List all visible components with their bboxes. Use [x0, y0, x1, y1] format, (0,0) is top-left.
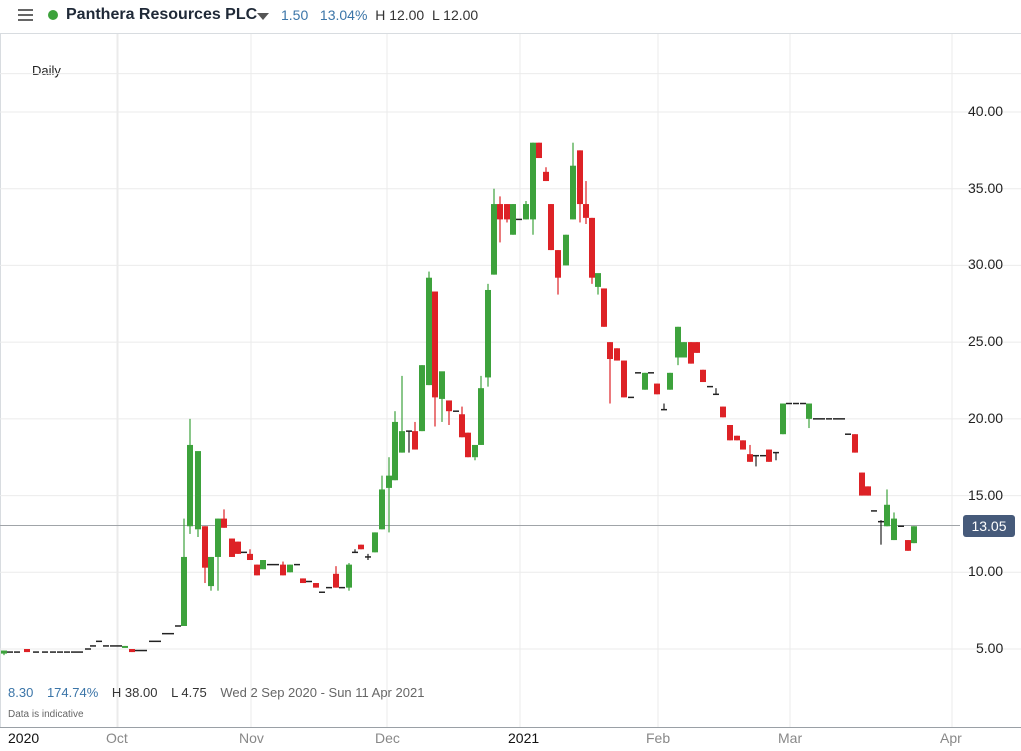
- period-change: 8.30: [8, 685, 34, 700]
- x-axis-label: Dec: [375, 730, 400, 746]
- y-axis-label: 5.00: [976, 640, 1004, 656]
- y-axis-label: 10.00: [968, 563, 1004, 580]
- header-stats: 1.50 13.04% H 12.00 L 12.00: [281, 7, 478, 23]
- x-axis[interactable]: 2020 Oct Nov Dec 2021 Feb Mar Apr: [0, 727, 1021, 751]
- y-axis-label: 15.00: [968, 486, 1004, 503]
- header-change: 1.50: [281, 7, 309, 23]
- x-axis-label: 2021: [508, 730, 540, 746]
- y-axis-label: 20.00: [968, 409, 1004, 426]
- instrument-dropdown-caret-icon[interactable]: [257, 13, 269, 20]
- last-price-tag: 13.05: [963, 515, 1015, 537]
- chart-left-border: [0, 33, 1, 727]
- interval-label[interactable]: Daily: [32, 63, 61, 78]
- y-axis-label: 25.00: [968, 333, 1004, 350]
- x-axis-label: Apr: [940, 730, 962, 746]
- instrument-name[interactable]: Panthera Resources PLC: [66, 6, 258, 23]
- period-range: Wed 2 Sep 2020 - Sun 11 Apr 2021: [220, 685, 425, 700]
- period-high: H 38.00: [111, 685, 158, 700]
- x-axis-label: 2020: [8, 730, 40, 746]
- hamburger-menu-icon[interactable]: [18, 9, 33, 22]
- x-axis-label: Mar: [778, 730, 803, 746]
- header-change-pct: 13.04%: [319, 7, 368, 23]
- candlestick-chart[interactable]: [0, 34, 1021, 727]
- y-axis-label: 40.00: [968, 103, 1004, 119]
- market-status-dot: [48, 10, 58, 20]
- x-axis-label: Oct: [106, 730, 128, 746]
- chart-header: Panthera Resources PLC 1.50 13.04% H 12.…: [0, 0, 1021, 34]
- period-stats: 8.30 174.74% H 38.00 L 4.75 Wed 2 Sep 20…: [8, 685, 434, 700]
- header-high: H 12.00: [375, 7, 425, 23]
- period-change-pct: 174.74%: [46, 685, 99, 700]
- x-axis-label: Feb: [646, 730, 671, 746]
- period-low: L 4.75: [171, 685, 207, 700]
- y-axis-label: 30.00: [968, 256, 1004, 273]
- x-axis-label: Nov: [239, 730, 264, 746]
- y-axis-label: 35.00: [968, 179, 1004, 196]
- data-disclaimer: Data is indicative: [8, 709, 84, 720]
- header-low: L 12.00: [432, 7, 479, 23]
